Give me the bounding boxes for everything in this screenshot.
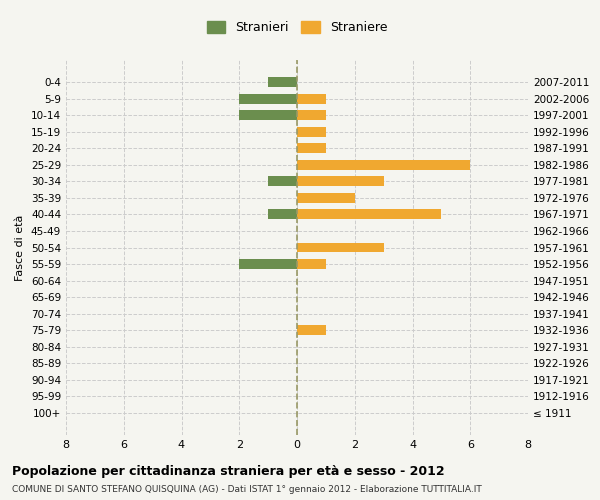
- Legend: Stranieri, Straniere: Stranieri, Straniere: [206, 21, 388, 34]
- Bar: [297, 160, 470, 170]
- Bar: [297, 176, 383, 186]
- Bar: [297, 193, 355, 203]
- Bar: [297, 110, 326, 120]
- Bar: [297, 126, 326, 136]
- Bar: [297, 326, 326, 335]
- Bar: [297, 242, 383, 252]
- Bar: [297, 210, 442, 220]
- Bar: [268, 210, 297, 220]
- Bar: [239, 94, 297, 104]
- Bar: [268, 176, 297, 186]
- Bar: [297, 143, 326, 153]
- Bar: [297, 94, 326, 104]
- Bar: [297, 259, 326, 269]
- Y-axis label: Anni di nascita: Anni di nascita: [599, 206, 600, 289]
- Bar: [239, 259, 297, 269]
- Bar: [268, 77, 297, 87]
- Bar: [239, 110, 297, 120]
- Text: COMUNE DI SANTO STEFANO QUISQUINA (AG) - Dati ISTAT 1° gennaio 2012 - Elaborazio: COMUNE DI SANTO STEFANO QUISQUINA (AG) -…: [12, 485, 482, 494]
- Y-axis label: Fasce di età: Fasce di età: [16, 214, 25, 280]
- Text: Popolazione per cittadinanza straniera per età e sesso - 2012: Popolazione per cittadinanza straniera p…: [12, 465, 445, 478]
